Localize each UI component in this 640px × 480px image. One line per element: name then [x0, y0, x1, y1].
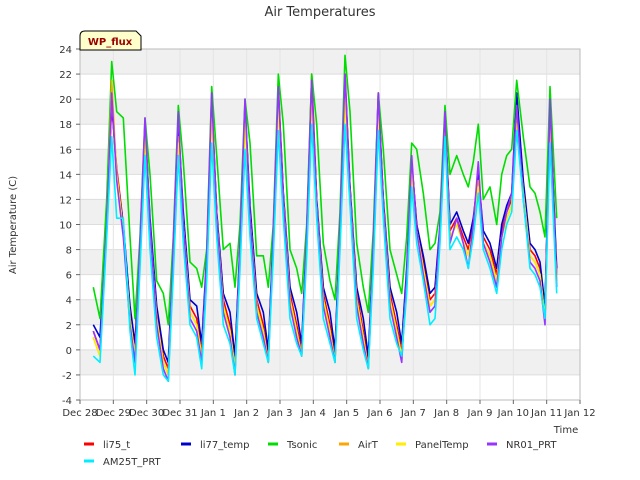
legend-label: li75_t [103, 440, 130, 451]
x-tick-label: Dec 28 [62, 408, 97, 419]
y-tick-label: 2 [66, 321, 72, 332]
series-line-nr01-prt [92, 73, 558, 383]
y-tick-label: 16 [59, 145, 72, 156]
x-tick-label: Dec 30 [129, 408, 164, 419]
x-tick-label: Jan 9 [467, 408, 493, 419]
x-tick-label: Jan 1 [200, 408, 226, 419]
y-tick-label: 24 [59, 45, 72, 56]
grid-band [80, 349, 580, 375]
y-tick-label: 8 [66, 246, 72, 257]
x-axis-label: Time [553, 425, 578, 436]
y-tick-label: 12 [59, 195, 72, 206]
y-tick-label: -2 [62, 371, 72, 382]
x-tick-label: Jan 7 [400, 408, 426, 419]
x-tick-label: Jan 2 [233, 408, 259, 419]
x-tick-label: Jan 5 [333, 408, 359, 419]
grid-band [80, 99, 580, 125]
y-tick-label: 4 [66, 296, 72, 307]
series-line-am25t-prt [92, 123, 558, 383]
legend-label: li77_temp [200, 440, 249, 451]
badge-label: WP_flux [88, 37, 133, 48]
y-tick-label: 20 [59, 95, 72, 106]
legend-label: PanelTemp [415, 440, 469, 451]
legend-label: AM25T_PRT [103, 457, 162, 468]
x-tick-label: Jan 6 [367, 408, 393, 419]
x-tick-label: Dec 31 [162, 408, 197, 419]
y-tick-label: 18 [59, 120, 72, 131]
legend-label: NR01_PRT [506, 440, 557, 451]
x-tick-label: Jan 4 [300, 408, 326, 419]
x-tick-label: Jan 12 [563, 408, 595, 419]
x-tick-label: Jan 10 [497, 408, 529, 419]
x-tick-label: Jan 8 [433, 408, 459, 419]
grid-band [80, 49, 580, 75]
y-tick-label: -4 [62, 396, 72, 407]
legend-label: AirT [358, 440, 379, 451]
chart-title: Air Temperatures [264, 5, 375, 20]
y-tick-label: 0 [66, 346, 72, 357]
y-tick-label: 6 [66, 271, 72, 282]
y-tick-label: 22 [59, 70, 72, 81]
legend: li75_t li77_temp Tsonic AirT PanelTemp NR01_P… [84, 440, 557, 468]
y-tick-label: 14 [59, 170, 72, 181]
y-tick-label: 10 [59, 221, 72, 232]
x-tick-label: Jan 3 [267, 408, 293, 419]
legend-label: Tsonic [286, 440, 317, 451]
wp-flux-badge: WP_flux [79, 30, 142, 51]
grid-band [80, 149, 580, 175]
y-axis-label: Air Temperature (C) [8, 176, 19, 274]
x-tick-label: Jan 11 [530, 408, 562, 419]
x-tick-label: Dec 29 [96, 408, 131, 419]
